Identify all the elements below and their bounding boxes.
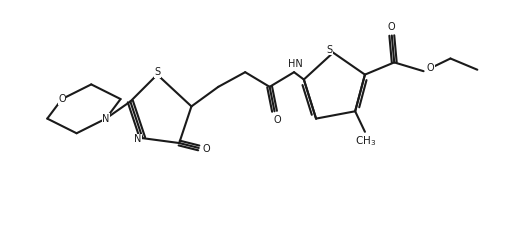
Text: O: O (58, 94, 66, 104)
Text: CH$_3$: CH$_3$ (355, 135, 377, 149)
Text: S: S (326, 45, 332, 55)
Text: O: O (202, 144, 210, 154)
Text: S: S (154, 67, 160, 77)
Text: N: N (134, 134, 141, 144)
Text: HN: HN (287, 59, 302, 69)
Text: O: O (388, 22, 395, 32)
Text: O: O (273, 115, 281, 125)
Text: O: O (426, 63, 434, 73)
Text: N: N (102, 114, 110, 123)
